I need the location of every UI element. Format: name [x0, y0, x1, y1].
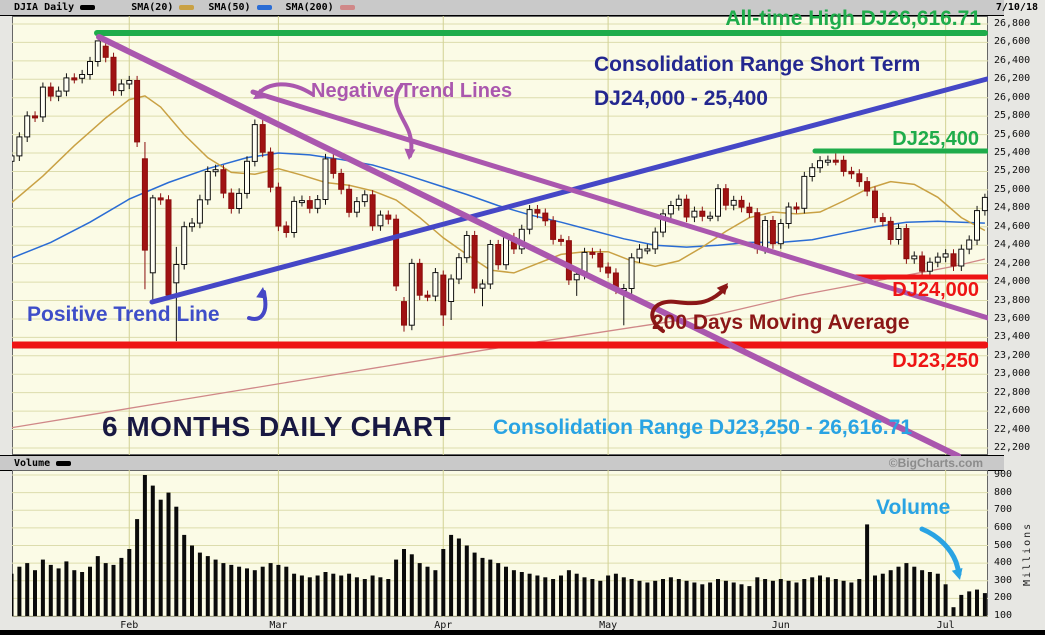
sma20-swatch: [179, 5, 195, 10]
price-series-swatch: [80, 5, 96, 10]
symbol-label: DJIA Daily: [14, 2, 75, 13]
y-axis-label: 23,600: [994, 312, 1031, 324]
main-chart-header: DJIA Daily SMA(20) SMA(50) SMA(200): [0, 0, 1004, 16]
volume-annotation-label: Volume: [876, 496, 951, 519]
volume-axis-label: 500: [994, 539, 1013, 551]
volume-axis-label: 400: [994, 557, 1013, 569]
y-axis-label: 25,800: [994, 110, 1031, 122]
positive-trend-line-label: Positive Trend Line: [27, 303, 220, 326]
y-axis-label: 25,000: [994, 183, 1031, 195]
y-axis-label: 23,400: [994, 331, 1031, 343]
sma200-label: SMA(200): [285, 2, 334, 13]
y-axis-label: 22,400: [994, 423, 1031, 435]
x-axis-label: Jun: [771, 620, 790, 631]
y-axis-label: 26,800: [994, 18, 1031, 29]
y-axis-label: 24,200: [994, 257, 1031, 269]
y-axis-label: 24,400: [994, 239, 1031, 251]
symbol-legend: DJIA Daily: [14, 2, 96, 13]
y-axis-label: 23,200: [994, 349, 1031, 361]
y-axis-label: 25,400: [994, 147, 1031, 159]
y-axis-label: 24,800: [994, 202, 1031, 214]
consolidation-full-range-label: Consolidation Range DJ23,250 - 26,616.71: [493, 416, 912, 439]
copyright-label: ©BigCharts.com: [888, 456, 983, 470]
volume-axis-label: 100: [994, 610, 1013, 622]
all-time-high-label: All-time High DJ26,616.71: [725, 7, 981, 30]
y-axis-label: 22,600: [994, 405, 1031, 417]
dj24000-label: DJ24,000: [892, 279, 979, 301]
x-axis-label: May: [599, 620, 618, 631]
y-axis-label: 25,600: [994, 128, 1031, 140]
y-axis-label: 26,200: [994, 73, 1031, 85]
y-axis-label: 26,400: [994, 54, 1031, 66]
consolidation-short-term-label-line2: DJ24,000 - 25,400: [594, 87, 768, 110]
sma50-label: SMA(50): [208, 2, 251, 13]
dj23250-label: DJ23,250: [892, 350, 979, 372]
sma200-legend: SMA(200): [286, 2, 355, 13]
volume-header: Volume: [0, 455, 1004, 471]
volume-axis-label: 300: [994, 574, 1013, 586]
negative-trend-lines-label: Negative Trend Lines: [311, 80, 513, 102]
bottom-border-bar: [0, 630, 1045, 635]
y-axis-label: 24,600: [994, 220, 1031, 232]
x-axis-label: Mar: [269, 620, 288, 631]
ma200-label: 200 Days Moving Average: [652, 311, 910, 334]
six-months-title: 6 MONTHS DAILY CHART: [102, 411, 452, 442]
consolidation-short-term-label-line1: Consolidation Range Short Term: [594, 53, 921, 76]
millions-axis-unit-label: Millions: [1022, 521, 1033, 586]
y-axis-label: 25,200: [994, 165, 1031, 177]
x-axis-label: Apr: [434, 620, 453, 631]
sma200-swatch: [339, 5, 355, 10]
volume-chart-pane: [12, 470, 988, 617]
y-axis-label: 23,000: [994, 368, 1031, 380]
y-axis-label: 22,200: [994, 441, 1031, 453]
sma50-legend: SMA(50): [208, 2, 272, 13]
volume-axis-label: 800: [994, 486, 1013, 498]
volume-legend: Volume: [14, 457, 72, 469]
volume-axis-label: 900: [994, 469, 1013, 480]
sma50-swatch: [256, 5, 272, 10]
volume-pane-label: Volume: [14, 457, 51, 469]
y-axis-label: 24,000: [994, 276, 1031, 288]
volume-axis-label: 200: [994, 592, 1013, 604]
date-label: 7/10/18: [995, 2, 1038, 13]
volume-series-swatch: [56, 460, 72, 466]
y-axis-label: 23,800: [994, 294, 1031, 306]
y-axis-label: 22,800: [994, 386, 1031, 398]
x-axis-label: Jul: [936, 620, 955, 631]
x-axis-label: Feb: [120, 620, 139, 631]
y-axis-label: 26,600: [994, 36, 1031, 48]
sma20-label: SMA(20): [131, 2, 174, 13]
dj25400-label: DJ25,400: [892, 128, 979, 150]
volume-axis-label: 600: [994, 521, 1013, 533]
y-axis-label: 26,000: [994, 91, 1031, 103]
volume-axis-label: 700: [994, 504, 1013, 516]
sma20-legend: SMA(20): [131, 2, 195, 13]
